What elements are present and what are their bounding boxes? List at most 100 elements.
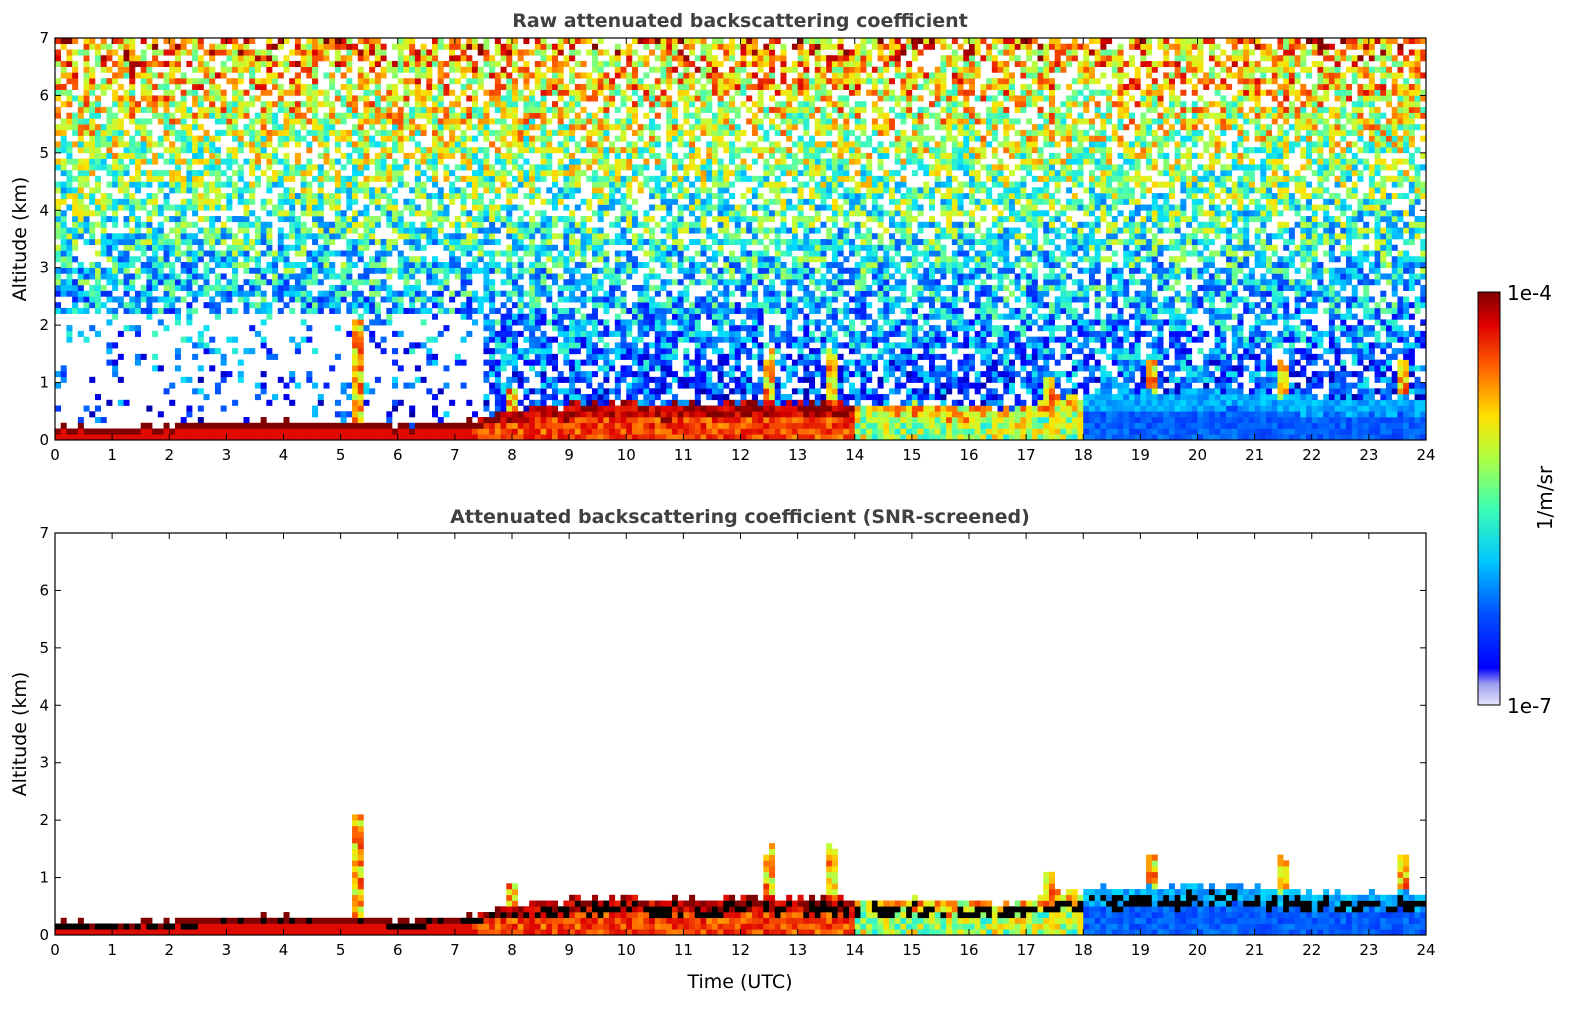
- raw-heat-cell: [500, 325, 507, 332]
- raw-heat-cell: [677, 313, 684, 320]
- raw-heat-cell: [700, 227, 707, 234]
- raw-heat-cell: [677, 187, 684, 194]
- raw-heat-cell: [546, 158, 553, 165]
- raw-heat-cell: [569, 181, 576, 188]
- raw-heat-cell: [300, 101, 307, 108]
- raw-heat-cell: [294, 261, 301, 269]
- raw-heat-cell: [563, 55, 570, 62]
- raw-heat-cell: [254, 129, 261, 136]
- raw-heat-cell: [426, 118, 433, 125]
- raw-heat-cell: [683, 118, 690, 125]
- raw-heat-cell: [117, 376, 124, 383]
- raw-heat-cell: [357, 250, 364, 257]
- raw-heat-cell: [100, 290, 107, 297]
- raw-heat-cell: [603, 434, 610, 441]
- raw-heat-cell: [443, 428, 450, 435]
- raw-heat-cell: [689, 405, 696, 412]
- raw-heat-cell: [637, 78, 644, 85]
- raw-heat-cell: [689, 239, 696, 246]
- raw-heat-cell: [660, 216, 667, 223]
- raw-heat-cell: [243, 244, 250, 251]
- raw-heat-cell: [317, 152, 324, 159]
- raw-heat-cell: [466, 112, 473, 119]
- raw-heat-cell: [517, 181, 524, 188]
- raw-heat-cell: [666, 250, 673, 257]
- raw-heat-cell: [540, 348, 547, 355]
- raw-heat-cell: [689, 359, 696, 366]
- raw-heat-cell: [432, 175, 439, 182]
- raw-heat-cell: [254, 273, 261, 280]
- raw-heat-cell: [449, 78, 456, 85]
- raw-heat-cell: [386, 164, 393, 171]
- raw-heat-cell: [272, 101, 279, 108]
- raw-heat-cell: [277, 244, 284, 251]
- raw-heat-cell: [289, 216, 296, 223]
- raw-heat-cell: [352, 250, 359, 257]
- raw-heat-cell: [443, 118, 450, 125]
- raw-heat-cell: [460, 273, 467, 280]
- raw-heat-cell: [220, 422, 227, 429]
- raw-heat-cell: [666, 256, 673, 263]
- raw-heat-cell: [546, 43, 553, 50]
- raw-heat-cell: [563, 417, 570, 424]
- raw-heat-cell: [580, 313, 587, 320]
- raw-heat-cell: [157, 307, 164, 314]
- raw-heat-cell: [312, 434, 319, 441]
- raw-heat-cell: [117, 204, 124, 211]
- raw-heat-cell: [386, 216, 393, 223]
- raw-heat-cell: [626, 216, 633, 223]
- raw-heat-cell: [540, 141, 547, 148]
- raw-heat-cell: [334, 49, 341, 56]
- raw-heat-cell: [100, 273, 107, 280]
- raw-heat-cell: [134, 118, 141, 125]
- raw-heat-cell: [637, 307, 644, 314]
- raw-heat-cell: [186, 170, 193, 177]
- raw-heat-cell: [60, 216, 67, 223]
- raw-heat-cell: [363, 216, 370, 223]
- raw-heat-cell: [472, 227, 479, 234]
- raw-heat-cell: [123, 261, 130, 269]
- raw-heat-cell: [557, 43, 564, 50]
- raw-heat-cell: [334, 434, 341, 441]
- raw-heat-cell: [432, 279, 439, 286]
- raw-heat-cell: [112, 170, 119, 177]
- raw-heat-cell: [609, 187, 616, 194]
- raw-heat-cell: [197, 216, 204, 223]
- raw-heat-cell: [243, 198, 250, 205]
- raw-heat-cell: [603, 250, 610, 257]
- raw-heat-cell: [586, 198, 593, 205]
- raw-heat-cell: [489, 267, 496, 274]
- raw-heat-cell: [203, 267, 210, 274]
- raw-heat-cell: [89, 83, 96, 90]
- raw-heat-cell: [123, 307, 130, 314]
- raw-heat-cell: [237, 49, 244, 56]
- raw-heat-cell: [380, 55, 387, 62]
- raw-heat-cell: [192, 204, 199, 211]
- raw-heat-cell: [626, 330, 633, 337]
- raw-heat-cell: [334, 227, 341, 234]
- raw-heat-cell: [620, 319, 627, 326]
- raw-heat-cell: [483, 158, 490, 165]
- raw-heat-cell: [574, 164, 581, 171]
- raw-heat-cell: [209, 158, 216, 165]
- raw-heat-cell: [609, 78, 616, 85]
- raw-heat-cell: [414, 365, 421, 372]
- raw-heat-cell: [294, 221, 301, 228]
- raw-heat-cell: [677, 279, 684, 286]
- raw-heat-cell: [60, 250, 67, 257]
- raw-heat-cell: [500, 319, 507, 326]
- raw-heat-cell: [334, 216, 341, 223]
- raw-heat-cell: [357, 376, 364, 383]
- raw-heat-cell: [414, 307, 421, 314]
- raw-heat-cell: [409, 204, 416, 211]
- raw-heat-cell: [89, 434, 96, 441]
- raw-heat-cell: [534, 348, 541, 355]
- raw-heat-cell: [152, 43, 159, 50]
- raw-heat-cell: [117, 181, 124, 188]
- raw-heat-cell: [357, 72, 364, 79]
- raw-heat-cell: [540, 261, 547, 269]
- raw-heat-cell: [294, 118, 301, 125]
- raw-heat-cell: [180, 181, 187, 188]
- raw-heat-cell: [666, 434, 673, 441]
- raw-heat-cell: [534, 43, 541, 50]
